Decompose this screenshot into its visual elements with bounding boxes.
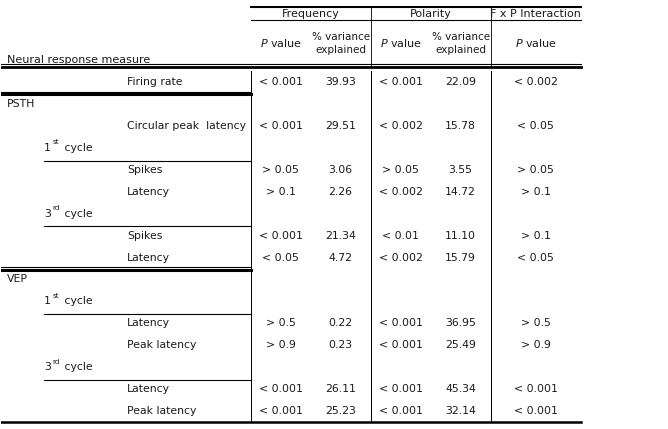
Text: < 0.001: < 0.001 [379, 406, 423, 416]
Text: Neural response measure: Neural response measure [7, 55, 150, 65]
Text: < 0.001: < 0.001 [259, 77, 303, 87]
Text: 15.79: 15.79 [445, 253, 476, 263]
Text: 11.10: 11.10 [445, 231, 476, 241]
Text: 0.23: 0.23 [329, 340, 353, 350]
Text: $P$ value: $P$ value [379, 37, 422, 49]
Text: Latency: Latency [128, 253, 170, 263]
Text: > 0.1: > 0.1 [521, 187, 550, 197]
Text: < 0.002: < 0.002 [379, 253, 423, 263]
Text: 36.95: 36.95 [445, 318, 476, 328]
Text: < 0.001: < 0.001 [379, 384, 423, 394]
Text: < 0.001: < 0.001 [514, 406, 558, 416]
Text: 4.72: 4.72 [329, 253, 353, 263]
Text: 1: 1 [44, 143, 51, 153]
Text: > 0.1: > 0.1 [521, 231, 550, 241]
Text: > 0.05: > 0.05 [263, 165, 299, 175]
Text: > 0.5: > 0.5 [266, 318, 296, 328]
Text: < 0.002: < 0.002 [379, 121, 423, 131]
Text: Polarity: Polarity [409, 9, 452, 18]
Text: 39.93: 39.93 [325, 77, 356, 87]
Text: 3: 3 [44, 208, 51, 219]
Text: 2.26: 2.26 [329, 187, 353, 197]
Text: < 0.01: < 0.01 [382, 231, 419, 241]
Text: st: st [53, 139, 59, 145]
Text: > 0.05: > 0.05 [517, 165, 554, 175]
Text: rd: rd [53, 205, 60, 211]
Text: Spikes: Spikes [128, 165, 163, 175]
Text: < 0.002: < 0.002 [379, 187, 423, 197]
Text: 45.34: 45.34 [445, 384, 476, 394]
Text: cycle: cycle [61, 296, 93, 306]
Text: 32.14: 32.14 [445, 406, 476, 416]
Text: F x P Interaction: F x P Interaction [490, 9, 581, 18]
Text: > 0.1: > 0.1 [266, 187, 296, 197]
Text: 21.34: 21.34 [325, 231, 356, 241]
Text: 25.23: 25.23 [325, 406, 356, 416]
Text: 29.51: 29.51 [325, 121, 356, 131]
Text: < 0.001: < 0.001 [379, 77, 423, 87]
Text: st: st [53, 293, 59, 299]
Text: 26.11: 26.11 [325, 384, 356, 394]
Text: > 0.9: > 0.9 [521, 340, 550, 350]
Text: Frequency: Frequency [282, 9, 339, 18]
Text: < 0.001: < 0.001 [379, 340, 423, 350]
Text: < 0.001: < 0.001 [259, 406, 303, 416]
Text: 3.55: 3.55 [449, 165, 473, 175]
Text: 0.22: 0.22 [329, 318, 353, 328]
Text: 25.49: 25.49 [445, 340, 476, 350]
Text: 22.09: 22.09 [445, 77, 476, 87]
Text: $P$ value: $P$ value [260, 37, 302, 49]
Text: < 0.05: < 0.05 [517, 121, 554, 131]
Text: Latency: Latency [128, 187, 170, 197]
Text: cycle: cycle [61, 143, 93, 153]
Text: < 0.05: < 0.05 [263, 253, 299, 263]
Text: 15.78: 15.78 [445, 121, 476, 131]
Text: $P$ value: $P$ value [514, 37, 556, 49]
Text: % variance
explained: % variance explained [311, 32, 369, 54]
Text: % variance
explained: % variance explained [432, 32, 490, 54]
Text: 14.72: 14.72 [445, 187, 476, 197]
Text: rd: rd [53, 359, 60, 365]
Text: < 0.001: < 0.001 [259, 231, 303, 241]
Text: < 0.001: < 0.001 [514, 384, 558, 394]
Text: cycle: cycle [61, 208, 93, 219]
Text: < 0.002: < 0.002 [514, 77, 558, 87]
Text: < 0.001: < 0.001 [379, 318, 423, 328]
Text: Peak latency: Peak latency [128, 340, 196, 350]
Text: 1: 1 [44, 296, 51, 306]
Text: Circular peak  latency: Circular peak latency [128, 121, 246, 131]
Text: < 0.001: < 0.001 [259, 121, 303, 131]
Text: Peak latency: Peak latency [128, 406, 196, 416]
Text: cycle: cycle [61, 362, 93, 372]
Text: < 0.001: < 0.001 [259, 384, 303, 394]
Text: Spikes: Spikes [128, 231, 163, 241]
Text: VEP: VEP [7, 275, 28, 284]
Text: 3.06: 3.06 [329, 165, 353, 175]
Text: PSTH: PSTH [7, 99, 35, 109]
Text: > 0.5: > 0.5 [521, 318, 550, 328]
Text: Firing rate: Firing rate [128, 77, 183, 87]
Text: > 0.05: > 0.05 [382, 165, 419, 175]
Text: Latency: Latency [128, 318, 170, 328]
Text: Latency: Latency [128, 384, 170, 394]
Text: 3: 3 [44, 362, 51, 372]
Text: > 0.9: > 0.9 [266, 340, 296, 350]
Text: < 0.05: < 0.05 [517, 253, 554, 263]
